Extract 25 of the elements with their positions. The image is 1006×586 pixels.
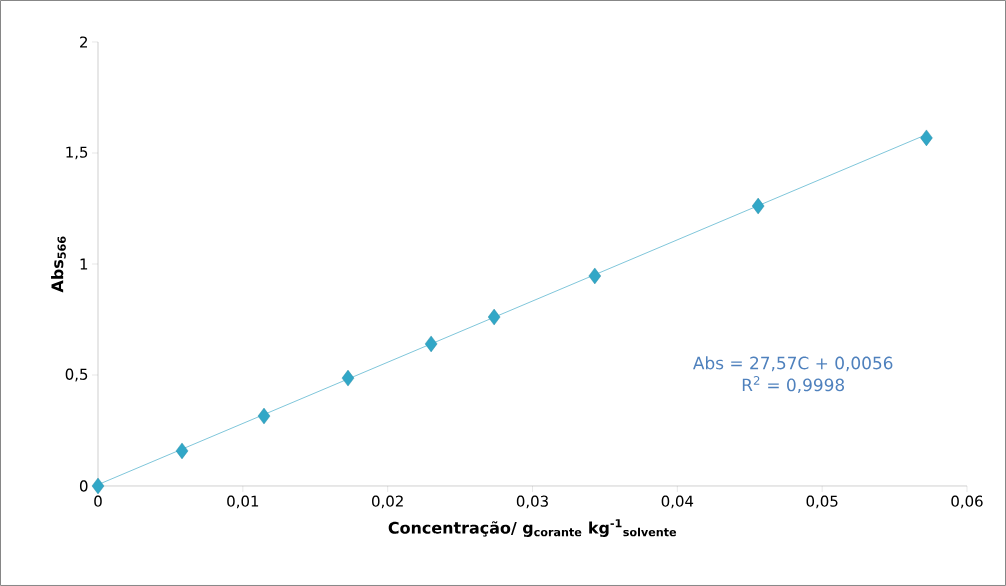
x-tick-label: 0,04 [661, 495, 694, 509]
x-tick-label: 0,05 [806, 495, 838, 509]
point [257, 407, 271, 425]
point [920, 129, 933, 147]
y-tick-label: 1 [80, 258, 88, 270]
y-tick-label: 0,5 [65, 368, 88, 382]
x-tick-label: 0,06 [951, 495, 983, 509]
x-tick-label: 0,01 [227, 495, 259, 509]
y-tick-label: 0 [79, 480, 88, 492]
annotation: R$^{2}$ = 0,9998 [742, 376, 845, 394]
x-tick-label: 0,02 [372, 495, 403, 509]
point [487, 308, 501, 326]
y-axis-title: Abs$_{566}$ [51, 236, 66, 293]
point [751, 197, 765, 215]
point [588, 267, 601, 285]
y-tick-label: 1,5 [66, 146, 88, 160]
y-tick-label: 2 [80, 36, 87, 48]
point [175, 442, 189, 460]
x-tick-label: 0 [94, 495, 102, 507]
x-axis-title: Concentração/ g$_{corante}$ kg$^{-1}$solvente [388, 519, 677, 537]
annotation: Abs = 27,57C + 0,0056 [693, 356, 893, 372]
x-tick-label: 0,03 [516, 495, 548, 509]
point [91, 477, 105, 495]
point [341, 369, 355, 387]
point [424, 335, 438, 353]
